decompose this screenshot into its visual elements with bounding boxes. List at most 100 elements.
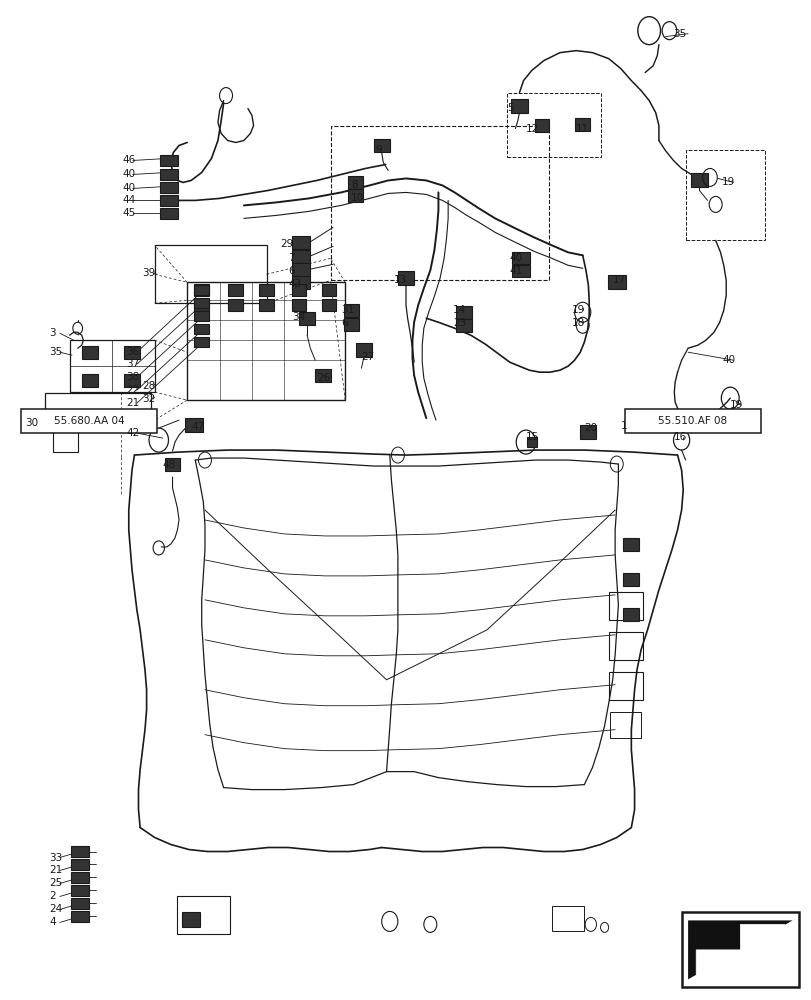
Bar bbox=[45, 393, 151, 423]
Bar bbox=[21, 409, 157, 433]
Bar bbox=[71, 898, 89, 909]
Bar bbox=[71, 911, 89, 922]
Bar bbox=[348, 176, 363, 189]
Text: 11: 11 bbox=[576, 124, 589, 134]
Bar bbox=[291, 250, 309, 263]
Text: 25: 25 bbox=[49, 878, 62, 888]
Text: 24: 24 bbox=[49, 904, 62, 914]
Bar bbox=[456, 319, 472, 332]
Bar bbox=[71, 859, 89, 870]
Text: 4: 4 bbox=[49, 917, 56, 927]
Bar bbox=[551, 906, 584, 931]
Bar bbox=[291, 263, 309, 276]
Bar bbox=[194, 337, 208, 347]
Text: 12: 12 bbox=[526, 124, 539, 134]
Text: 19: 19 bbox=[721, 177, 735, 187]
Text: 33: 33 bbox=[49, 853, 62, 863]
Bar bbox=[194, 311, 208, 321]
Text: 40: 40 bbox=[721, 355, 734, 365]
Bar bbox=[344, 304, 358, 317]
Bar bbox=[165, 458, 179, 471]
Text: 18: 18 bbox=[572, 318, 585, 328]
Bar bbox=[228, 284, 242, 296]
Text: 2: 2 bbox=[49, 891, 56, 901]
Bar bbox=[355, 343, 371, 357]
Bar bbox=[82, 346, 98, 359]
Polygon shape bbox=[687, 920, 792, 979]
Text: 16: 16 bbox=[672, 432, 686, 442]
Bar bbox=[610, 712, 641, 738]
Bar bbox=[291, 299, 306, 311]
Text: 19: 19 bbox=[729, 400, 743, 410]
Bar bbox=[580, 425, 596, 439]
Text: 26: 26 bbox=[316, 373, 330, 383]
Text: 41: 41 bbox=[508, 266, 521, 276]
Bar bbox=[608, 592, 642, 620]
Text: 23: 23 bbox=[453, 318, 466, 328]
Bar bbox=[194, 324, 208, 334]
Text: 29: 29 bbox=[280, 239, 294, 249]
Bar bbox=[194, 298, 208, 308]
Bar bbox=[689, 173, 707, 187]
Bar bbox=[194, 284, 208, 296]
Text: 40: 40 bbox=[122, 169, 135, 179]
Text: 42: 42 bbox=[127, 428, 139, 438]
Bar bbox=[298, 312, 315, 325]
Bar bbox=[397, 271, 414, 285]
Text: 30: 30 bbox=[25, 418, 38, 428]
Bar bbox=[187, 282, 345, 400]
Bar bbox=[291, 276, 309, 289]
Text: 13: 13 bbox=[393, 275, 406, 285]
Text: 36: 36 bbox=[127, 347, 139, 357]
Bar bbox=[259, 299, 273, 311]
Text: 3: 3 bbox=[49, 328, 56, 338]
Bar bbox=[623, 608, 639, 621]
Bar bbox=[161, 182, 178, 193]
Text: 27: 27 bbox=[361, 352, 374, 362]
Bar bbox=[511, 99, 527, 113]
Bar bbox=[177, 896, 230, 934]
Text: 32: 32 bbox=[143, 394, 156, 404]
Text: 19: 19 bbox=[572, 305, 585, 315]
Text: 40: 40 bbox=[508, 253, 521, 263]
Bar bbox=[161, 208, 178, 219]
Bar bbox=[534, 119, 549, 132]
Bar bbox=[124, 346, 140, 359]
Text: 44: 44 bbox=[122, 195, 135, 205]
Text: 45: 45 bbox=[122, 208, 135, 218]
Bar bbox=[228, 299, 242, 311]
Text: 37: 37 bbox=[127, 359, 139, 369]
Bar bbox=[373, 139, 389, 152]
Text: 55.680.AA 04: 55.680.AA 04 bbox=[54, 416, 124, 426]
Bar bbox=[71, 846, 89, 857]
Bar bbox=[315, 369, 331, 382]
Bar bbox=[623, 538, 639, 551]
Text: 28: 28 bbox=[143, 381, 156, 391]
Bar bbox=[161, 155, 178, 166]
Bar bbox=[348, 189, 363, 202]
Text: 34: 34 bbox=[292, 312, 306, 322]
Bar bbox=[607, 275, 625, 289]
Text: 14: 14 bbox=[453, 305, 466, 315]
Bar bbox=[623, 573, 639, 586]
Text: 5: 5 bbox=[507, 103, 513, 113]
Bar bbox=[321, 299, 336, 311]
Text: 21: 21 bbox=[49, 865, 62, 875]
Text: 40: 40 bbox=[122, 183, 135, 193]
Bar bbox=[71, 885, 89, 896]
Bar bbox=[291, 284, 306, 296]
Text: 55.510.AF 08: 55.510.AF 08 bbox=[658, 416, 727, 426]
Text: 31: 31 bbox=[341, 305, 354, 315]
Text: 48: 48 bbox=[163, 460, 176, 470]
Text: 15: 15 bbox=[526, 432, 539, 442]
Text: 8: 8 bbox=[350, 180, 357, 190]
Text: 10: 10 bbox=[350, 193, 363, 203]
Bar bbox=[194, 299, 208, 311]
Text: 35: 35 bbox=[49, 347, 62, 357]
Bar bbox=[321, 284, 336, 296]
Text: 39: 39 bbox=[143, 268, 156, 278]
Text: 21: 21 bbox=[127, 398, 139, 408]
Text: 46: 46 bbox=[122, 155, 135, 165]
Bar bbox=[344, 318, 358, 331]
Bar bbox=[194, 285, 208, 295]
